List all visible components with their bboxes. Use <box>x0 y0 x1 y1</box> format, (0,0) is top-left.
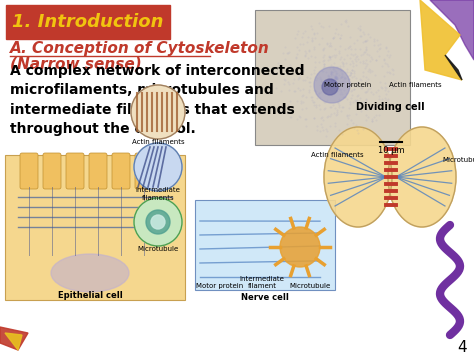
Text: 4: 4 <box>457 339 467 355</box>
Circle shape <box>134 143 182 191</box>
FancyBboxPatch shape <box>66 153 84 189</box>
Polygon shape <box>445 55 462 80</box>
Text: Intermediate
filament: Intermediate filament <box>239 276 284 289</box>
FancyBboxPatch shape <box>135 153 153 189</box>
Circle shape <box>322 79 338 95</box>
Text: (Narrow sense): (Narrow sense) <box>10 56 142 71</box>
Circle shape <box>134 198 182 246</box>
Text: Microtubule: Microtubule <box>289 283 331 289</box>
FancyBboxPatch shape <box>6 5 170 39</box>
FancyBboxPatch shape <box>112 153 130 189</box>
Polygon shape <box>430 0 474 60</box>
Circle shape <box>280 227 320 267</box>
FancyBboxPatch shape <box>195 200 335 290</box>
Polygon shape <box>5 333 22 350</box>
Circle shape <box>146 210 170 234</box>
FancyBboxPatch shape <box>89 153 107 189</box>
Ellipse shape <box>324 127 392 227</box>
Polygon shape <box>0 327 28 350</box>
Text: Motor protein: Motor protein <box>324 82 372 88</box>
Text: Epithelial cell: Epithelial cell <box>58 291 122 300</box>
Text: Dividing cell: Dividing cell <box>356 102 424 112</box>
FancyBboxPatch shape <box>255 10 410 145</box>
Text: 1. Introduction: 1. Introduction <box>12 13 164 31</box>
FancyBboxPatch shape <box>43 153 61 189</box>
Text: A. Conception of Cytoskeleton: A. Conception of Cytoskeleton <box>10 42 270 56</box>
Circle shape <box>314 67 350 103</box>
Text: Nerve cell: Nerve cell <box>241 293 289 302</box>
Text: 10 μm: 10 μm <box>378 146 404 155</box>
Text: Microtubule: Microtubule <box>137 246 179 252</box>
FancyBboxPatch shape <box>5 155 185 300</box>
Circle shape <box>131 85 185 139</box>
Text: Microtubule: Microtubule <box>442 157 474 163</box>
Text: Actin filaments: Actin filaments <box>389 82 441 88</box>
Text: Intermediate
filaments: Intermediate filaments <box>136 187 181 201</box>
FancyBboxPatch shape <box>20 153 38 189</box>
Text: A complex network of interconnected
microfilaments, microtubules and
intermediat: A complex network of interconnected micr… <box>10 64 304 136</box>
Text: Actin filaments: Actin filaments <box>310 152 363 158</box>
Ellipse shape <box>51 254 129 292</box>
Circle shape <box>151 215 165 229</box>
Ellipse shape <box>388 127 456 227</box>
Text: Motor protein: Motor protein <box>196 283 244 289</box>
Text: Actin filaments: Actin filaments <box>132 139 184 145</box>
Polygon shape <box>420 0 462 80</box>
